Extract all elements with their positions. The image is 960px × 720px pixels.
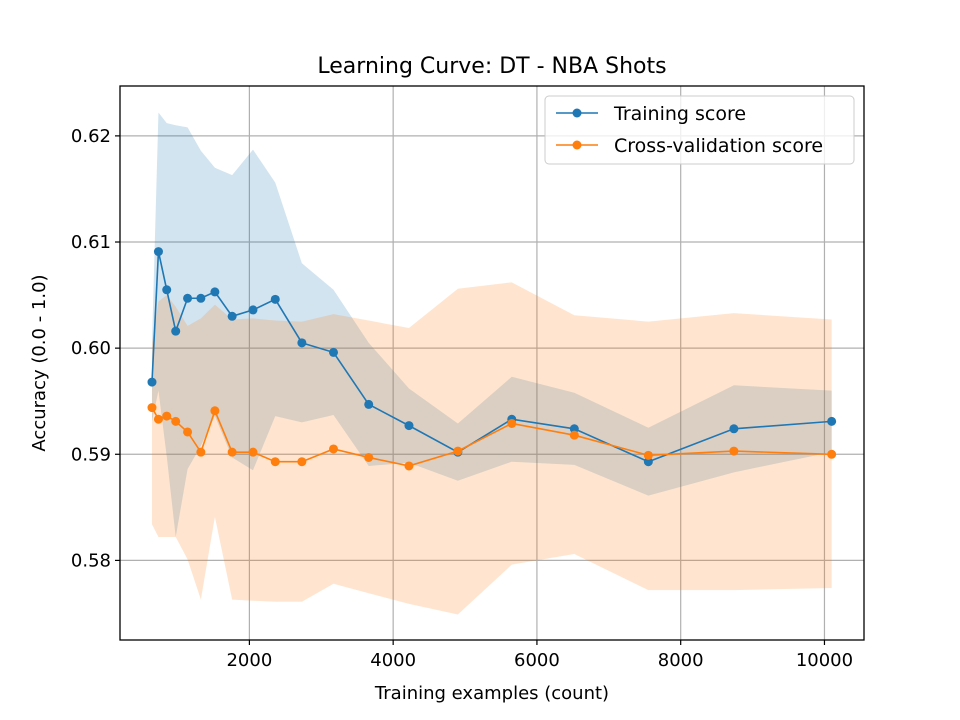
- series-lines: [147, 247, 837, 471]
- plot-area-frame: [119, 85, 865, 641]
- legend-label-cross-validation: Cross-validation score: [614, 135, 823, 157]
- axis-ticks: 2000 4000 6000 8000 10000 0.58 0.59 0.60 0.61 0.6…: [71, 126, 853, 671]
- cross-validation-score-point: [147, 403, 157, 413]
- cross-validation-score-point: [153, 414, 163, 424]
- legend-label-training: Training score: [613, 103, 746, 125]
- cross-validation-score-band: [151, 282, 832, 615]
- cross-validation-score-point: [171, 416, 181, 426]
- training-score-point: [210, 287, 220, 297]
- training-score-point: [147, 377, 157, 387]
- training-score-point: [183, 293, 193, 303]
- training-score-point: [827, 416, 837, 426]
- training-score-point: [643, 457, 653, 467]
- training-score-line: [151, 251, 832, 463]
- legend-frame: [544, 95, 855, 165]
- training-score-point: [729, 424, 739, 434]
- training-score-point: [248, 305, 258, 315]
- x-tick-label: 4000: [370, 650, 416, 671]
- y-tick-label: 0.60: [71, 338, 111, 359]
- training-score-point: [297, 338, 307, 348]
- x-tick-label: 10000: [796, 650, 853, 671]
- y-tick-label: 0.59: [71, 444, 111, 465]
- x-axis-label: Training examples (count): [374, 683, 609, 704]
- cross-validation-score-point: [827, 449, 837, 459]
- training-score-point: [270, 294, 280, 304]
- y-tick-label: 0.62: [71, 126, 111, 147]
- cross-validation-score-point: [328, 444, 338, 454]
- cross-validation-score-point: [297, 457, 307, 467]
- legend-marker-cross-validation: [572, 140, 582, 150]
- cross-validation-score-point: [643, 450, 653, 460]
- training-score-band: [151, 112, 832, 538]
- cross-validation-score-point: [270, 457, 280, 467]
- training-score-point: [162, 285, 172, 295]
- cross-validation-score-point: [404, 461, 414, 471]
- cross-validation-score-point: [183, 427, 193, 437]
- training-score-point: [364, 399, 374, 409]
- cross-validation-score-point: [162, 411, 172, 421]
- training-score-point: [328, 347, 338, 357]
- training-score-point: [171, 326, 181, 336]
- training-score-point: [404, 421, 414, 431]
- y-tick-label: 0.58: [71, 550, 111, 571]
- cross-validation-score-point: [196, 447, 206, 457]
- x-tick-label: 6000: [514, 650, 560, 671]
- cross-validation-score-point: [227, 447, 237, 457]
- cross-validation-score-point: [364, 452, 374, 462]
- training-score-point: [227, 311, 237, 321]
- training-score-point: [569, 424, 579, 434]
- training-score-point: [196, 293, 206, 303]
- y-axis-label: Accuracy (0.0 - 1.0): [29, 274, 50, 451]
- x-tick-label: 8000: [658, 650, 704, 671]
- cross-validation-score-point: [453, 446, 463, 456]
- cross-validation-score-point: [248, 447, 258, 457]
- cross-validation-score-point: [507, 418, 517, 428]
- legend: Training score Cross-validation score: [544, 95, 855, 165]
- cross-validation-score-point: [569, 430, 579, 440]
- training-score-point: [153, 247, 163, 257]
- cross-validation-score-point: [729, 446, 739, 456]
- confidence-bands: [151, 112, 832, 615]
- chart-title: Learning Curve: DT - NBA Shots: [317, 54, 666, 79]
- x-tick-label: 2000: [226, 650, 272, 671]
- y-tick-label: 0.61: [71, 232, 111, 253]
- cross-validation-score-point: [210, 406, 220, 416]
- legend-marker-training: [572, 108, 582, 118]
